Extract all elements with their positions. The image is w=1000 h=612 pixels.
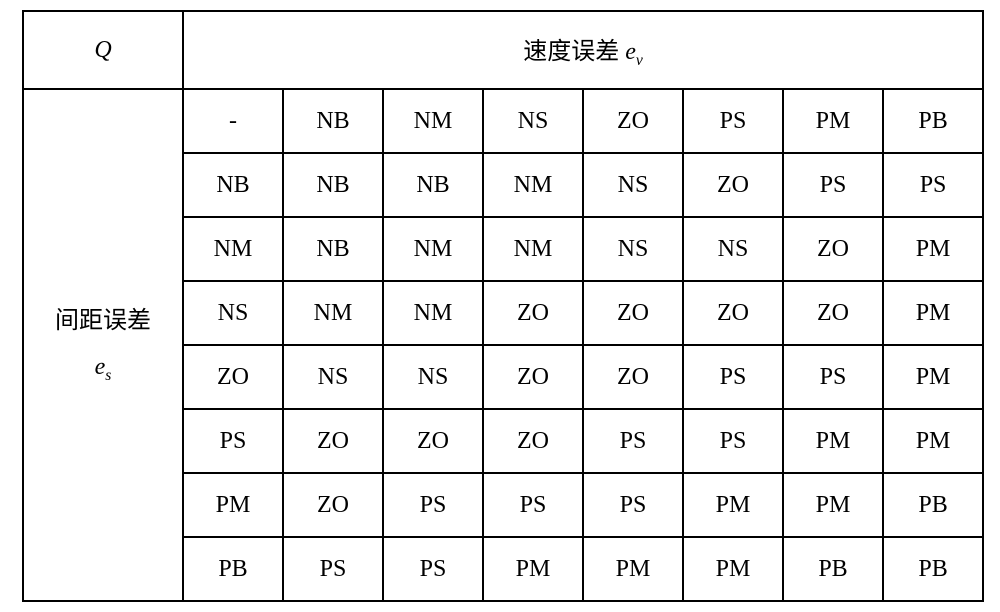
row-label: NS — [183, 281, 283, 345]
cell: PB — [783, 537, 883, 601]
cell: PS — [783, 153, 883, 217]
cell: NB — [283, 217, 383, 281]
cell: PM — [583, 537, 683, 601]
cell: PS — [683, 345, 783, 409]
row-label: PM — [183, 473, 283, 537]
cell: PB — [883, 537, 983, 601]
cell: PM — [883, 345, 983, 409]
cell: PM — [883, 217, 983, 281]
cell: ZO — [783, 281, 883, 345]
cell: PS — [683, 409, 783, 473]
cell: PS — [783, 345, 883, 409]
cell: PM — [683, 537, 783, 601]
cell: PS — [283, 537, 383, 601]
row-axis-label-text: 间距误差 — [55, 308, 151, 334]
q-cell: Q — [23, 11, 183, 89]
cell: NS — [383, 345, 483, 409]
col-label: PM — [783, 89, 883, 153]
cell: PM — [683, 473, 783, 537]
cell: NS — [683, 217, 783, 281]
cell: ZO — [683, 153, 783, 217]
q-symbol: Q — [94, 37, 111, 63]
col-label: ZO — [583, 89, 683, 153]
col-axis-label-text: 速度误差 — [523, 39, 619, 65]
col-label: PS — [683, 89, 783, 153]
cell: PS — [883, 153, 983, 217]
row-axis-var: e — [95, 354, 106, 380]
cell: NS — [583, 153, 683, 217]
col-label: NM — [383, 89, 483, 153]
col-labels-row: 间距误差 es - NB NM NS ZO PS PM PB — [23, 89, 983, 153]
col-axis-header: 速度误差 ev — [183, 11, 983, 89]
col-label: - — [183, 89, 283, 153]
cell: ZO — [783, 217, 883, 281]
cell: ZO — [583, 281, 683, 345]
row-axis-sub: s — [105, 367, 111, 384]
cell: PM — [483, 537, 583, 601]
cell: PB — [883, 473, 983, 537]
cell: PM — [883, 281, 983, 345]
cell: NM — [483, 153, 583, 217]
cell: NM — [383, 217, 483, 281]
row-label: NM — [183, 217, 283, 281]
col-label: PB — [883, 89, 983, 153]
cell: ZO — [483, 281, 583, 345]
cell: ZO — [583, 345, 683, 409]
cell: PM — [883, 409, 983, 473]
cell: PS — [483, 473, 583, 537]
cell: PM — [783, 473, 883, 537]
cell: NM — [383, 281, 483, 345]
row-label: PB — [183, 537, 283, 601]
header-row: Q 速度误差 ev — [23, 11, 983, 89]
row-label: NB — [183, 153, 283, 217]
cell: PS — [383, 537, 483, 601]
cell: NS — [583, 217, 683, 281]
fuzzy-rule-table: Q 速度误差 ev 间距误差 es - NB NM NS ZO PS PM PB… — [22, 10, 984, 602]
cell: PS — [583, 409, 683, 473]
cell: NS — [283, 345, 383, 409]
row-label: ZO — [183, 345, 283, 409]
cell: ZO — [283, 409, 383, 473]
cell: NB — [283, 153, 383, 217]
col-axis-var: e — [625, 39, 636, 65]
cell: NM — [483, 217, 583, 281]
col-axis-sub: v — [636, 51, 643, 68]
row-axis-header: 间距误差 es — [23, 89, 183, 601]
row-label: PS — [183, 409, 283, 473]
cell: ZO — [483, 409, 583, 473]
cell: NM — [283, 281, 383, 345]
cell: PS — [383, 473, 483, 537]
col-label: NS — [483, 89, 583, 153]
cell: ZO — [383, 409, 483, 473]
cell: PM — [783, 409, 883, 473]
cell: ZO — [283, 473, 383, 537]
cell: ZO — [683, 281, 783, 345]
cell: ZO — [483, 345, 583, 409]
col-label: NB — [283, 89, 383, 153]
cell: NB — [383, 153, 483, 217]
cell: PS — [583, 473, 683, 537]
